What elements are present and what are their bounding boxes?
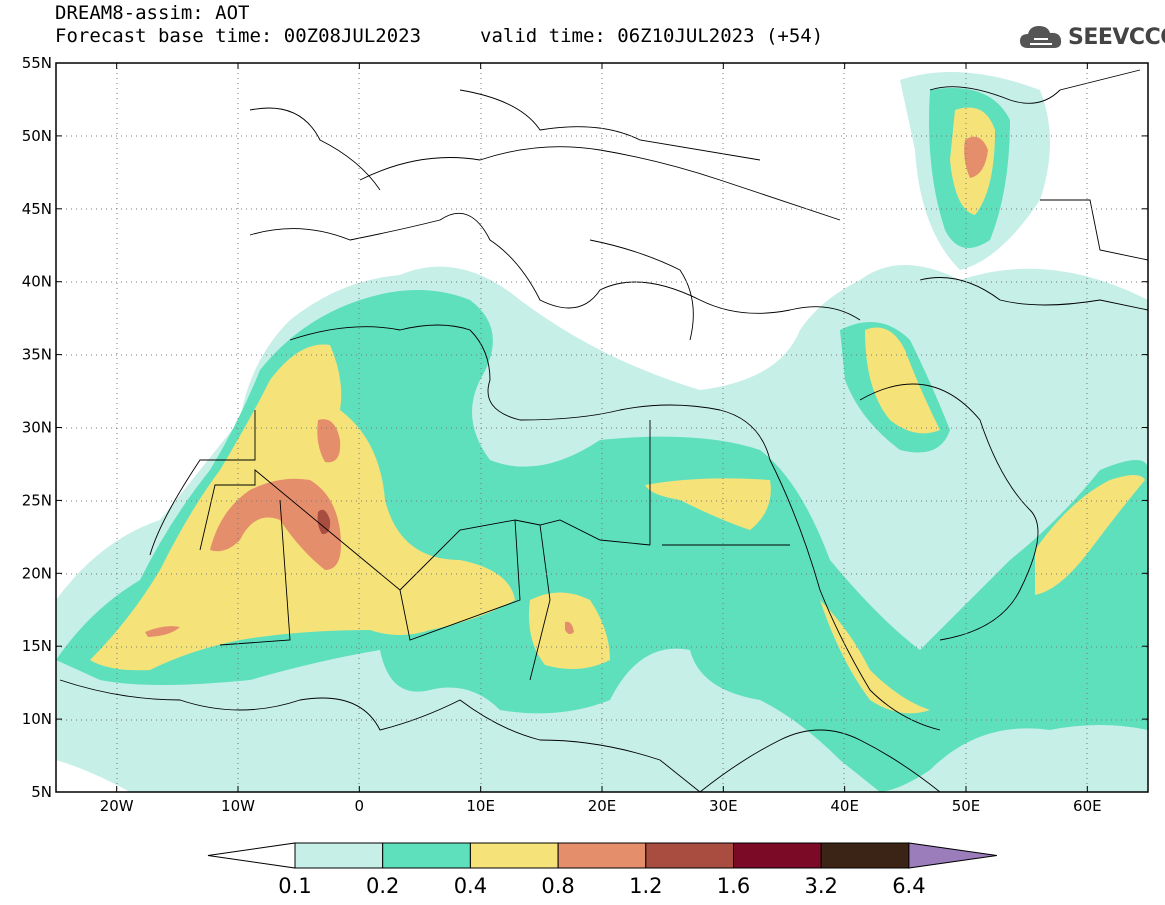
lon-label: 30E [709,797,738,815]
lon-label: 0 [355,797,365,815]
colorbar-label: 0.2 [366,874,399,898]
colorbar-label: 0.1 [278,874,311,898]
colorbar-swatch [557,842,647,869]
logo-text: SEEVCCC [1068,24,1165,50]
lon-label: 40E [830,797,859,815]
lat-label: 15N [22,637,52,655]
lon-label: 10E [466,797,495,815]
lat-label: 5N [31,783,52,801]
cloud-icon [1020,26,1062,48]
colorbar-label: 1.2 [629,874,662,898]
country-borders [59,69,1148,792]
colorbar-swatch [469,842,559,869]
colorbar-swatch [382,842,471,869]
aot-contour-0.8 [210,478,341,570]
aot-contour-1.2 [317,509,331,535]
lat-label: 35N [22,346,52,364]
colorbar-label: 1.6 [717,874,750,898]
lat-label: 40N [22,273,52,291]
colorbar-swatch [294,842,384,869]
colorbar-label: 6.4 [892,874,925,898]
graticule [56,63,1148,792]
lat-label: 45N [22,200,52,218]
colorbar-swatch [645,842,734,869]
lat-label: 20N [22,564,52,582]
lon-label: 20E [588,797,617,815]
lat-label: 25N [22,491,52,509]
lon-label: 60E [1073,797,1102,815]
colorbar-label: 3.2 [804,874,837,898]
latitude-labels: 55N 50N 45N 40N 35N 30N 25N 20N 15N 10N 5N [22,54,52,801]
colorbar-label: 0.8 [541,874,574,898]
lat-label: 30N [22,419,52,437]
seevccc-logo: SEEVCCC [1018,22,1165,52]
colorbar-swatch [733,842,822,869]
map-title: DREAM8-assim: AOT [55,2,250,24]
longitude-labels: 20W 10W 0 10E 20E 30E 40E 50E 60E [100,797,1102,815]
lon-label: 20W [100,797,134,815]
colorbar-swatch [820,842,910,869]
colorbar-high-arrow [908,842,997,869]
valid-time: valid time: 06Z10JUL2023 (+54) [480,25,824,47]
lat-label: 10N [22,710,52,728]
axis-ticks [56,62,1148,793]
colorbar-low-arrow [207,842,296,869]
lat-label: 55N [22,54,52,72]
lon-label: 10W [221,797,255,815]
lat-label: 50N [22,127,52,145]
lon-label: 50E [952,797,981,815]
forecast-base-time: Forecast base time: 00Z08JUL2023 [55,25,422,47]
colorbar-label: 0.4 [454,874,487,898]
